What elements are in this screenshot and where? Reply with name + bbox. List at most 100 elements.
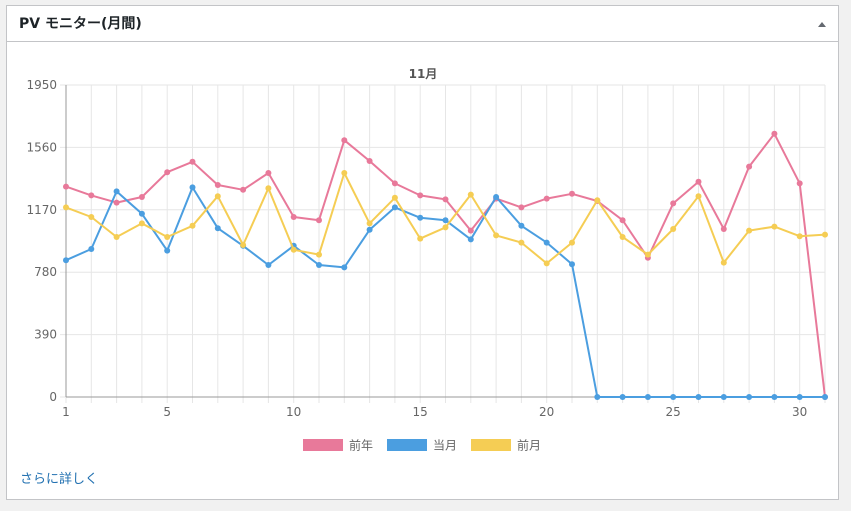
data-point[interactable] xyxy=(189,184,196,191)
data-point[interactable] xyxy=(670,226,677,232)
series-2 xyxy=(63,184,828,400)
data-point[interactable] xyxy=(341,264,348,271)
legend-swatch xyxy=(471,439,511,451)
data-point[interactable] xyxy=(442,224,449,231)
data-point[interactable] xyxy=(113,199,120,206)
data-point[interactable] xyxy=(391,194,398,201)
data-point[interactable] xyxy=(543,239,550,246)
data-point[interactable] xyxy=(518,204,525,211)
collapse-toggle-button[interactable] xyxy=(814,16,830,32)
data-point[interactable] xyxy=(569,261,575,268)
data-point[interactable] xyxy=(214,225,221,232)
data-point[interactable] xyxy=(518,239,525,246)
data-point[interactable] xyxy=(771,394,778,400)
x-tick-label: 30 xyxy=(792,405,807,419)
data-point[interactable] xyxy=(290,214,297,220)
data-point[interactable] xyxy=(391,180,398,187)
data-point[interactable] xyxy=(569,239,575,246)
data-point[interactable] xyxy=(670,394,677,400)
data-point[interactable] xyxy=(467,236,474,243)
data-point[interactable] xyxy=(695,178,702,185)
data-point[interactable] xyxy=(265,170,272,176)
data-point[interactable] xyxy=(467,227,474,234)
data-point[interactable] xyxy=(113,234,120,240)
data-point[interactable] xyxy=(594,197,601,204)
data-point[interactable] xyxy=(720,226,727,232)
data-point[interactable] xyxy=(569,190,575,197)
data-point[interactable] xyxy=(265,185,272,192)
data-point[interactable] xyxy=(796,233,803,240)
data-point[interactable] xyxy=(88,192,95,199)
data-point[interactable] xyxy=(619,234,626,240)
data-point[interactable] xyxy=(644,394,651,400)
more-details-link[interactable]: さらに詳しく xyxy=(20,472,99,487)
data-point[interactable] xyxy=(796,180,803,187)
data-point[interactable] xyxy=(644,251,651,258)
data-point[interactable] xyxy=(746,227,753,234)
data-point[interactable] xyxy=(619,394,626,400)
data-point[interactable] xyxy=(214,193,221,200)
data-point[interactable] xyxy=(543,195,550,202)
data-point[interactable] xyxy=(113,188,120,195)
legend-item[interactable]: 前月 xyxy=(471,438,541,453)
data-point[interactable] xyxy=(594,394,601,400)
data-point[interactable] xyxy=(214,182,221,188)
data-point[interactable] xyxy=(164,234,171,240)
data-point[interactable] xyxy=(366,220,373,227)
series-layer xyxy=(63,130,828,400)
data-point[interactable] xyxy=(442,196,449,203)
data-point[interactable] xyxy=(391,204,398,211)
data-point[interactable] xyxy=(316,251,322,258)
data-point[interactable] xyxy=(746,394,753,400)
data-point[interactable] xyxy=(746,163,753,170)
data-point[interactable] xyxy=(417,192,424,199)
data-point[interactable] xyxy=(543,260,550,267)
data-point[interactable] xyxy=(164,247,171,254)
data-point[interactable] xyxy=(240,186,247,193)
data-point[interactable] xyxy=(316,217,322,224)
data-point[interactable] xyxy=(822,394,828,400)
data-point[interactable] xyxy=(341,170,348,176)
legend-item[interactable]: 前年 xyxy=(303,438,373,453)
data-point[interactable] xyxy=(720,259,727,266)
data-point[interactable] xyxy=(63,257,69,264)
data-point[interactable] xyxy=(63,183,69,190)
data-point[interactable] xyxy=(771,130,778,137)
data-point[interactable] xyxy=(138,210,145,217)
data-point[interactable] xyxy=(467,191,474,198)
data-point[interactable] xyxy=(417,235,424,242)
data-point[interactable] xyxy=(366,158,373,164)
data-point[interactable] xyxy=(720,394,727,400)
data-point[interactable] xyxy=(518,222,525,229)
data-point[interactable] xyxy=(88,214,95,220)
legend-item[interactable]: 当月 xyxy=(387,439,457,453)
data-point[interactable] xyxy=(771,223,778,230)
data-point[interactable] xyxy=(417,214,424,221)
data-point[interactable] xyxy=(366,226,373,233)
data-point[interactable] xyxy=(138,220,145,227)
data-point[interactable] xyxy=(240,242,247,248)
data-point[interactable] xyxy=(189,158,196,165)
data-point[interactable] xyxy=(822,231,828,238)
data-point[interactable] xyxy=(316,262,322,268)
data-point[interactable] xyxy=(442,217,449,224)
data-point[interactable] xyxy=(341,137,348,144)
data-point[interactable] xyxy=(189,222,196,229)
data-point[interactable] xyxy=(164,169,171,176)
series-1 xyxy=(63,130,828,400)
data-point[interactable] xyxy=(138,194,145,200)
data-point[interactable] xyxy=(63,204,69,211)
data-point[interactable] xyxy=(796,394,803,400)
data-point[interactable] xyxy=(619,217,626,224)
data-point[interactable] xyxy=(265,262,272,268)
grid-lines xyxy=(60,84,826,403)
data-point[interactable] xyxy=(670,200,677,207)
data-point[interactable] xyxy=(695,394,702,400)
data-point[interactable] xyxy=(88,246,95,252)
legend-label: 当月 xyxy=(433,439,457,453)
data-point[interactable] xyxy=(493,194,500,200)
data-point[interactable] xyxy=(290,246,297,253)
data-point[interactable] xyxy=(493,232,500,239)
data-point[interactable] xyxy=(695,193,702,200)
